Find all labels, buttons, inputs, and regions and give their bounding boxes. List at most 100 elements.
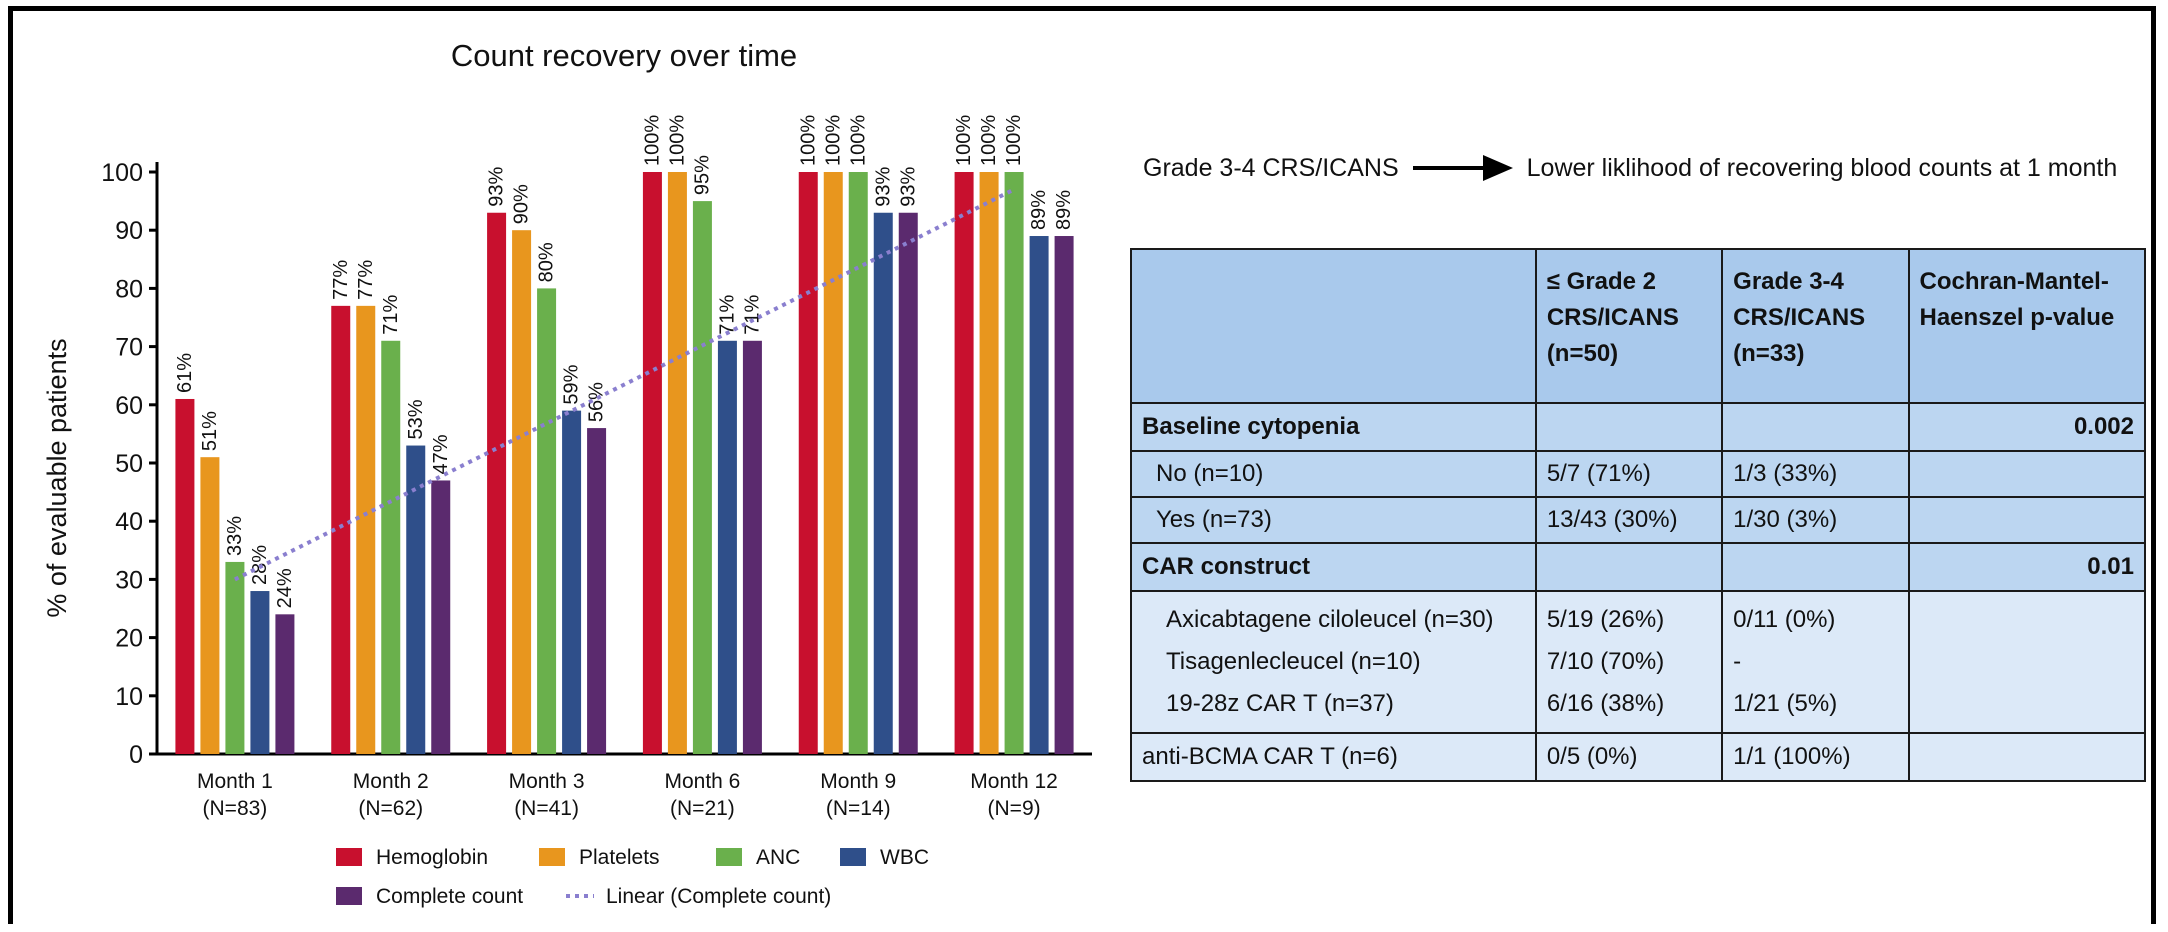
cms-results-table: ≤ Grade 2 CRS/ICANS (n=50) Grade 3-4 CRS… (1130, 248, 2146, 782)
row-grade2-value: 0/5 (0%) (1534, 732, 1724, 782)
bar-data-label: 77% (355, 260, 377, 300)
y-tick-label: 50 (115, 450, 143, 478)
header-line: ≤ Grade 2 (1546, 268, 1657, 295)
chart-bar-labels: 61%77%93%100% 100% 100%51%77%90%100% 100% 10… (174, 115, 1075, 609)
x-tick-label: Month 6 (664, 770, 740, 793)
row-grade34-value: 1/21 (5%) (1733, 690, 1838, 717)
bar (1029, 236, 1049, 754)
bar (331, 305, 351, 754)
table-row: anti-BCMA CAR T (n=6) 0/5 (0%) 1/1 (100%… (1130, 732, 2146, 782)
bar (175, 398, 195, 754)
grade2-value-group: 5/19 (26%) 7/10 (70%) 6/16 (38%) (1534, 590, 1724, 734)
row-label: anti-BCMA CAR T (n=6) (1130, 732, 1537, 782)
y-tick-label: 30 (115, 566, 143, 594)
x-tick-label: Month 1 (197, 770, 273, 793)
bar (1004, 172, 1024, 754)
legend-label: Complete count (376, 885, 523, 908)
table-row-group: Axicabtagene ciloleucel (n=30) Tisagenle… (1130, 590, 2146, 734)
row-label: Tisagenlecleucel (n=10) (1166, 648, 1421, 675)
header-line: CRS/ICANS (1733, 304, 1866, 331)
bar (742, 340, 762, 754)
table-header-grade2: ≤ Grade 2 CRS/ICANS (n=50) (1534, 248, 1724, 404)
row-grade34-value: 0/11 (0%) (1733, 606, 1836, 633)
table-header-row: ≤ Grade 2 CRS/ICANS (n=50) Grade 3-4 CRS… (1130, 248, 2146, 404)
y-tick-label: 10 (115, 683, 143, 711)
trendline-line (234, 187, 1015, 582)
legend-swatch (336, 848, 362, 866)
section-p-value: 0.002 (1907, 402, 2146, 452)
x-tick-label: Month 12 (970, 770, 1058, 793)
bar (200, 457, 220, 754)
chart-trendline (234, 187, 1015, 582)
bar-data-label: 53% (405, 399, 427, 439)
bar-data-label: 89% (1053, 190, 1075, 230)
y-tick-label: 80 (115, 275, 143, 303)
bar (798, 172, 818, 754)
bar (979, 172, 999, 754)
y-tick-label: 20 (115, 625, 143, 653)
bar (537, 288, 557, 754)
y-tick-label: 100 (101, 159, 143, 187)
row-label-group: Axicabtagene ciloleucel (n=30) Tisagenle… (1130, 590, 1537, 734)
bar (873, 212, 893, 755)
bar-data-label: 95% (691, 155, 713, 195)
header-line: (n=33) (1733, 340, 1805, 367)
bar (587, 428, 607, 754)
table-cell (1907, 496, 2146, 544)
row-grade34-value: 1/1 (100%) (1721, 732, 1910, 782)
x-tick-sublabel: (N=62) (358, 797, 423, 820)
x-tick-sublabel: (N=83) (203, 797, 268, 820)
bar-data-label: 100% (953, 115, 975, 166)
bar-data-label: 100% (978, 115, 1000, 166)
bar (356, 305, 376, 754)
chart-legend: Hemoglobin Platelets ANC WBC Complete count L… (336, 846, 929, 908)
grade34-value-group: 0/11 (0%) - 1/21 (5%) (1721, 590, 1910, 734)
table-cell (1721, 402, 1910, 452)
bar-data-label: 59% (561, 364, 583, 404)
row-grade2-value: 5/19 (26%) (1546, 606, 1665, 633)
bar (823, 172, 843, 754)
bar (898, 212, 918, 755)
bar-data-label: 100% (641, 115, 663, 166)
table-cell (1907, 590, 2146, 734)
table-header-pvalue: Cochran-Mantel- Haenszel p-value (1907, 248, 2146, 404)
bar (1054, 236, 1074, 754)
table-cell (1907, 732, 2146, 782)
bar-data-label: 93% (486, 166, 508, 206)
bar-data-label: 93% (897, 166, 919, 206)
table-section-row: CAR construct 0.01 (1130, 542, 2146, 592)
row-label: No (n=10) (1130, 450, 1537, 498)
row-grade34-value: - (1733, 648, 1742, 675)
chart-x-labels: Month 1 (N=83) Month 2 (N=62) Month 3 (N=41) M… (197, 770, 1058, 820)
row-grade2-value: 7/10 (70%) (1546, 648, 1665, 675)
row-label: Yes (n=73) (1130, 496, 1537, 544)
section-p-value: 0.01 (1907, 542, 2146, 592)
x-tick-label: Month 9 (820, 770, 896, 793)
bar-data-label: 100% (1003, 115, 1025, 166)
header-line: CRS/ICANS (1546, 304, 1679, 331)
y-tick-label: 70 (115, 334, 143, 362)
bar (667, 172, 687, 754)
chart-title: Count recovery over time (451, 38, 797, 73)
bar-data-label: 71% (741, 295, 763, 335)
legend-label: Linear (Complete count) (606, 885, 831, 908)
header-line: Haenszel p-value (1919, 304, 2115, 331)
legend-label: ANC (756, 846, 800, 869)
bar-data-label: 24% (274, 568, 296, 608)
y-tick-label: 0 (129, 741, 143, 769)
y-tick-label: 40 (115, 508, 143, 536)
bar (431, 480, 451, 754)
x-tick-sublabel: (N=9) (988, 797, 1041, 820)
row-grade2-value: 5/7 (71%) (1534, 450, 1724, 498)
bar (225, 561, 245, 754)
bar (642, 172, 662, 754)
bar-data-label: 80% (536, 242, 558, 282)
legend-label: WBC (880, 846, 929, 869)
table-header-empty (1130, 248, 1537, 404)
bar-data-label: 77% (330, 260, 352, 300)
bar-data-label: 71% (380, 295, 402, 335)
x-tick-sublabel: (N=21) (670, 797, 735, 820)
bar-data-label: 90% (511, 184, 533, 224)
bar-data-label: 89% (1028, 190, 1050, 230)
bar-data-label: 56% (586, 382, 608, 422)
